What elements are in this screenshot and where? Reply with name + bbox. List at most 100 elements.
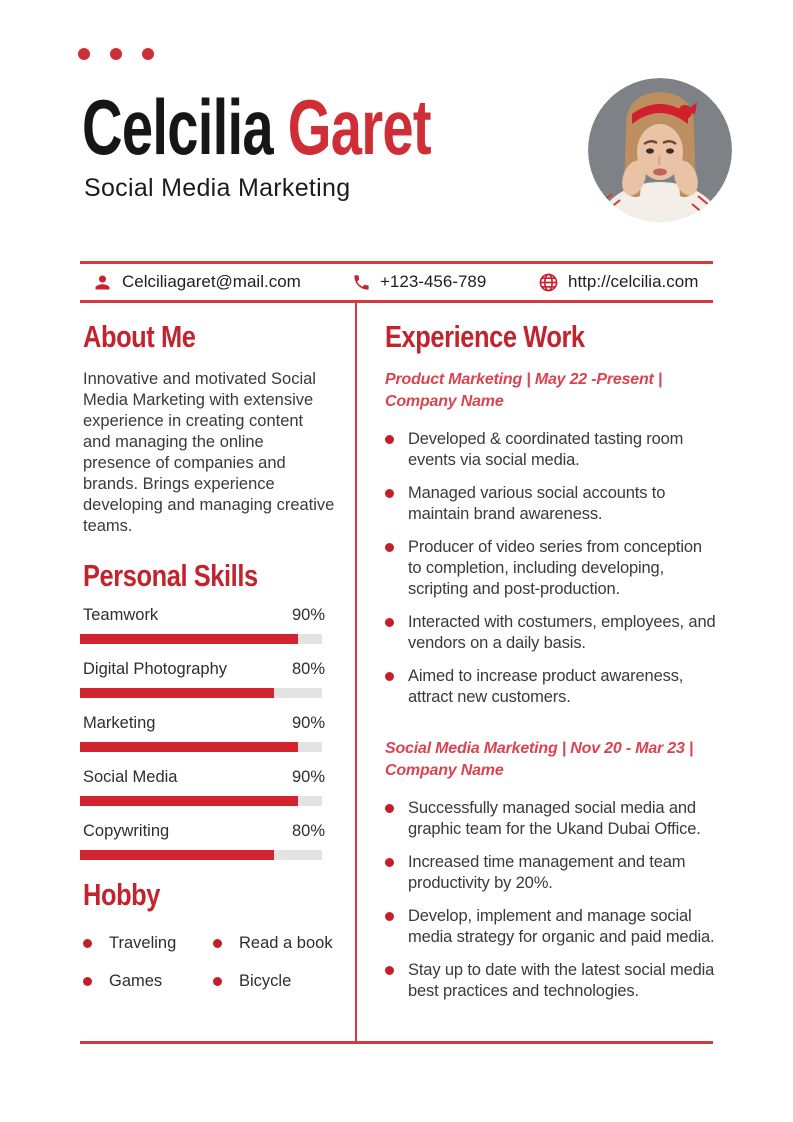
about-text: Innovative and motivated Social Media Ma… — [83, 370, 335, 536]
job-bullet: Producer of video series from conception… — [385, 537, 717, 600]
skill-item: Teamwork 90% — [80, 606, 335, 645]
decor-dot — [110, 48, 122, 60]
decor-dot — [78, 48, 90, 60]
contact-phone-text: +123-456-789 — [380, 272, 487, 291]
bullet-dot-icon — [385, 618, 394, 628]
experience-job: Product Marketing | May 22 -Present | Co… — [385, 369, 717, 708]
hobby-label: Bicycle — [239, 971, 292, 990]
experience-heading: Experience Work — [385, 319, 585, 354]
left-column: About Me Innovative and motivated Social… — [80, 318, 335, 991]
hobby-item: Traveling — [83, 934, 213, 953]
skill-label: Teamwork — [83, 606, 159, 625]
user-icon — [95, 275, 110, 289]
decor-dot — [142, 48, 154, 60]
job-bullets: Successfully managed social media and gr… — [385, 798, 717, 1002]
bullet-dot-icon — [385, 672, 394, 682]
bullet-dot-icon — [213, 938, 222, 948]
bullet-dot-icon — [385, 543, 394, 553]
skill-bar-track — [80, 688, 322, 699]
skill-label: Social Media — [83, 768, 178, 787]
skill-bar-fill — [80, 850, 274, 861]
bullet-dot-icon — [385, 858, 394, 868]
hobby-list: Traveling Read a book Games Bicycle — [83, 934, 335, 991]
first-name: Celcilia — [82, 83, 288, 171]
globe-icon — [539, 273, 558, 291]
job-bullet-text: Interacted with costumers, employees, an… — [408, 613, 716, 653]
page-title: Celcilia Garet — [82, 88, 432, 166]
job-bullet-text: Develop, implement and manage social med… — [408, 907, 715, 947]
skills-heading: Personal Skills — [83, 558, 258, 594]
decor-dots — [78, 48, 154, 60]
job-bullet-text: Successfully managed social media and gr… — [408, 799, 701, 839]
bullet-dot-icon — [213, 976, 222, 986]
skills-list: Teamwork 90% Digital Photography 80% Mar… — [80, 606, 335, 861]
bullet-dot-icon — [83, 938, 92, 948]
hobby-label: Traveling — [109, 933, 177, 952]
contact-email-text: Celciliagaret@mail.com — [122, 272, 301, 291]
hobby-item: Games — [83, 972, 213, 991]
skill-label-row: Marketing 90% — [83, 714, 325, 733]
bullet-dot-icon — [385, 435, 394, 445]
hobby-item: Read a book — [213, 934, 335, 953]
job-bullet-text: Producer of video series from conception… — [408, 538, 702, 599]
skill-label-row: Teamwork 90% — [83, 606, 325, 625]
job-bullet: Stay up to date with the latest social m… — [385, 960, 717, 1002]
column-divider — [355, 300, 357, 1041]
skill-bar-track — [80, 796, 322, 807]
hobby-label: Games — [109, 971, 163, 990]
skill-label-row: Copywriting 80% — [83, 822, 325, 841]
skill-bar-fill — [80, 634, 298, 645]
bullet-dot-icon — [385, 912, 394, 922]
contact-phone: +123-456-789 — [352, 264, 486, 300]
profile-photo-illustration — [588, 78, 732, 222]
skill-bar-fill — [80, 742, 298, 753]
experience-jobs: Product Marketing | May 22 -Present | Co… — [385, 369, 717, 1002]
bullet-dot-icon — [385, 489, 394, 499]
experience-job: Social Media Marketing | Nov 20 - Mar 23… — [385, 738, 717, 1002]
job-bullet-text: Stay up to date with the latest social m… — [408, 961, 715, 1001]
phone-icon — [354, 274, 369, 290]
skill-percent: 80% — [291, 822, 325, 841]
contact-bar: Celciliagaret@mail.com +123-456-789 http… — [80, 261, 713, 303]
job-bullet-text: Managed various social accounts to maint… — [408, 484, 666, 524]
skill-bar-fill — [80, 688, 274, 699]
job-bullet: Interacted with costumers, employees, an… — [385, 612, 717, 654]
skill-label: Digital Photography — [83, 660, 228, 679]
bullet-dot-icon — [385, 804, 394, 814]
job-bullet: Develop, implement and manage social med… — [385, 906, 717, 948]
job-bullet: Increased time management and team produ… — [385, 852, 717, 894]
hobby-heading: Hobby — [83, 877, 161, 913]
job-bullet: Managed various social accounts to maint… — [385, 483, 717, 525]
job-bullet-text: Aimed to increase product awareness, att… — [408, 667, 684, 707]
skill-label: Copywriting — [83, 822, 170, 841]
hobby-label: Read a book — [239, 933, 333, 952]
job-bullet-text: Developed & coordinated tasting room eve… — [408, 430, 684, 470]
job-bullet-text: Increased time management and team produ… — [408, 853, 686, 893]
job-bullets: Developed & coordinated tasting room eve… — [385, 429, 717, 708]
bullet-dot-icon — [385, 966, 394, 976]
contact-website-text: http://celcilia.com — [568, 272, 699, 291]
job-bullet: Aimed to increase product awareness, att… — [385, 666, 717, 708]
job-bullet: Successfully managed social media and gr… — [385, 798, 717, 840]
about-heading: About Me — [83, 319, 196, 354]
skill-bar-track — [80, 850, 322, 861]
bullet-dot-icon — [83, 976, 92, 986]
skill-bar-fill — [80, 796, 298, 807]
skill-percent: 80% — [291, 660, 325, 679]
skill-label-row: Social Media 90% — [83, 768, 325, 787]
last-name: Garet — [287, 83, 432, 171]
skill-percent: 90% — [291, 768, 325, 787]
skill-label-row: Digital Photography 80% — [83, 660, 325, 679]
skill-item: Digital Photography 80% — [80, 660, 335, 699]
skill-bar-track — [80, 742, 322, 753]
skill-label: Marketing — [83, 714, 156, 733]
bottom-rule — [80, 1041, 713, 1044]
contact-email: Celciliagaret@mail.com — [92, 264, 301, 300]
skill-item: Social Media 90% — [80, 768, 335, 807]
job-title: Product Marketing | May 22 -Present | Co… — [385, 371, 663, 411]
skill-percent: 90% — [291, 714, 325, 733]
profile-photo — [588, 78, 732, 222]
job-bullet: Developed & coordinated tasting room eve… — [385, 429, 717, 471]
skill-bar-track — [80, 634, 322, 645]
skill-item: Marketing 90% — [80, 714, 335, 753]
